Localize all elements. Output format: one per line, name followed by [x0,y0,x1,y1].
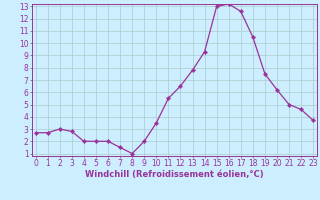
X-axis label: Windchill (Refroidissement éolien,°C): Windchill (Refroidissement éolien,°C) [85,170,264,179]
